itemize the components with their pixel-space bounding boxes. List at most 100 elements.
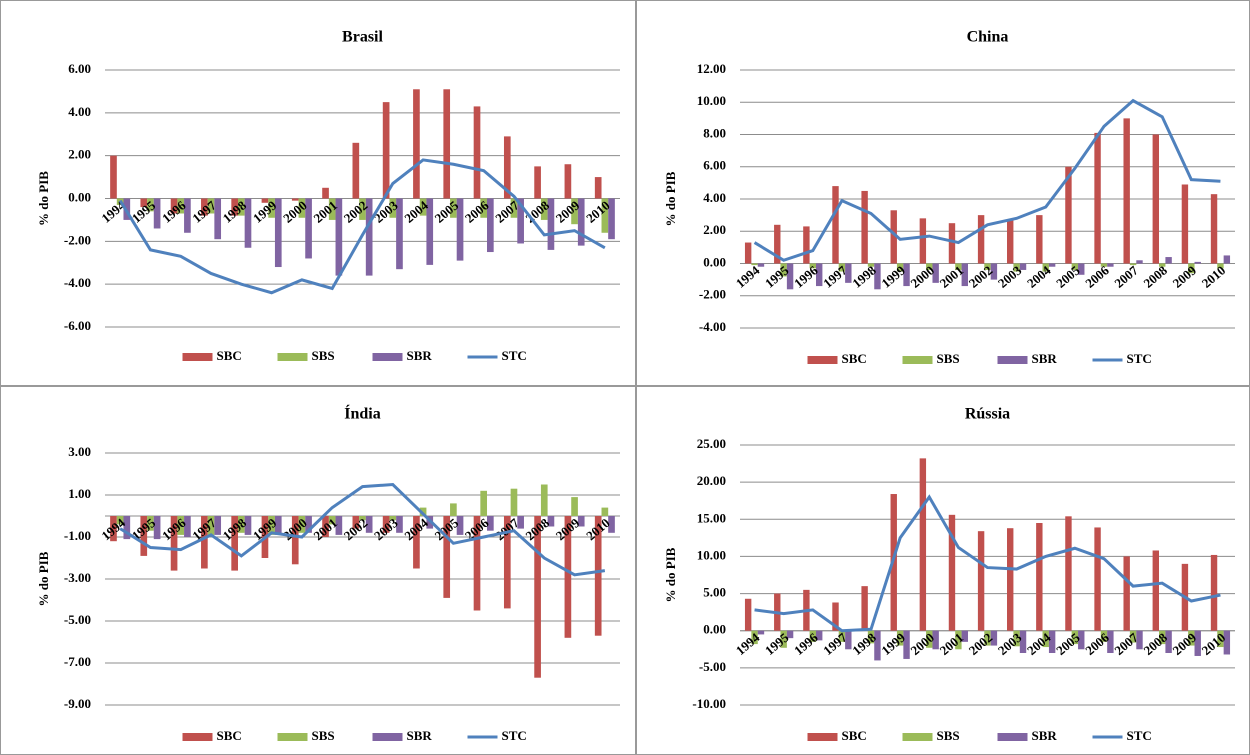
bar: [780, 630, 787, 648]
bar: [815, 263, 823, 287]
bar: [510, 488, 518, 516]
bar: [382, 102, 390, 199]
bar: [201, 198, 208, 216]
bar: [1188, 630, 1195, 646]
legend-swatch: [997, 733, 1028, 741]
bar: [413, 89, 420, 199]
bar: [396, 516, 403, 533]
bar: [480, 490, 488, 516]
bar: [244, 516, 252, 535]
y-axis-label: % do PIB: [663, 547, 678, 602]
bar: [1078, 630, 1085, 650]
bar: [564, 164, 572, 199]
legend-label: SBS: [312, 728, 335, 743]
legend-label: SBC: [217, 348, 242, 363]
bar: [116, 516, 124, 525]
bar: [140, 198, 148, 208]
bar: [177, 198, 185, 214]
bar: [207, 516, 215, 535]
bar: [231, 516, 238, 571]
x-tick-label: 2008: [1140, 262, 1170, 291]
y-tick-label: 4.00: [703, 190, 726, 205]
bar: [1013, 630, 1020, 647]
panel: China % do PIB -4.00 -2.00 0.00 2.00 4.00 6.00 8…: [663, 29, 1235, 366]
legend-label: STC: [502, 728, 527, 743]
legend-label: STC: [1127, 351, 1152, 366]
bar: [1094, 132, 1101, 264]
bar: [977, 531, 985, 631]
bar: [601, 507, 609, 516]
bar: [1181, 184, 1189, 264]
bar: [1100, 630, 1108, 642]
bar: [1094, 527, 1101, 631]
y-tick-label: 6.00: [703, 158, 726, 173]
bar: [1100, 263, 1108, 267]
y-tick-label: 8.00: [703, 125, 726, 140]
bar: [1007, 219, 1014, 264]
bar: [419, 198, 427, 216]
bar: [1165, 630, 1172, 653]
bar: [547, 516, 555, 527]
y-tick-label: 10.00: [697, 93, 726, 108]
bar: [786, 630, 794, 639]
bar: [419, 507, 427, 516]
bar: [328, 516, 336, 525]
bar: [577, 198, 585, 246]
bar: [1019, 630, 1027, 653]
bar: [932, 263, 939, 283]
legend-label: SBR: [1032, 351, 1058, 366]
bar: [534, 166, 541, 199]
bar: [547, 198, 555, 250]
bar: [268, 198, 275, 218]
y-axis-label: % do PIB: [663, 171, 678, 226]
bar: [832, 602, 839, 631]
y-axis-label: % do PIB: [36, 551, 51, 606]
line: [754, 494, 1221, 633]
y-tick-label: -10.00: [692, 696, 726, 711]
y-tick-label: 0.00: [68, 189, 91, 204]
y-tick-label: 0.00: [703, 254, 726, 269]
y-tick-label: 5.00: [703, 585, 726, 600]
bar: [1129, 630, 1137, 643]
y-tick-label: 12.00: [697, 61, 726, 76]
legend-label: SBS: [937, 728, 960, 743]
bar: [919, 218, 927, 264]
bar: [838, 630, 846, 642]
bar: [184, 516, 191, 537]
bar: [322, 516, 329, 537]
legend-swatch: [277, 353, 308, 361]
bar: [926, 263, 933, 270]
bar: [1107, 630, 1114, 653]
bar: [815, 630, 823, 641]
x-tick-label: 2007: [1111, 262, 1141, 291]
bar: [1210, 554, 1218, 631]
bar: [861, 190, 868, 264]
bar: [803, 226, 810, 264]
bar: [274, 198, 282, 268]
bar: [955, 263, 962, 270]
bar: [961, 630, 968, 642]
bar: [1065, 516, 1072, 631]
bar: [382, 516, 390, 533]
bar: [1048, 263, 1056, 267]
bar: [896, 630, 904, 646]
y-axis-label: % do PIB: [36, 171, 51, 226]
bar: [147, 198, 154, 212]
bar: [540, 198, 548, 220]
y-tick-label: 0.00: [703, 622, 726, 637]
bar: [237, 516, 245, 533]
bar: [443, 516, 451, 598]
chart-title: Brasil: [342, 29, 383, 46]
bar: [540, 484, 548, 516]
bar: [1107, 263, 1114, 267]
bar: [359, 198, 366, 220]
bar: [867, 630, 875, 644]
y-tick-label: -3.00: [64, 570, 91, 585]
legend-label: STC: [1127, 728, 1152, 743]
bar: [261, 198, 269, 203]
bar: [594, 177, 602, 199]
bar: [571, 198, 578, 225]
bar: [1123, 118, 1130, 264]
chart-title: Rússia: [965, 406, 1010, 423]
bar: [207, 198, 215, 214]
